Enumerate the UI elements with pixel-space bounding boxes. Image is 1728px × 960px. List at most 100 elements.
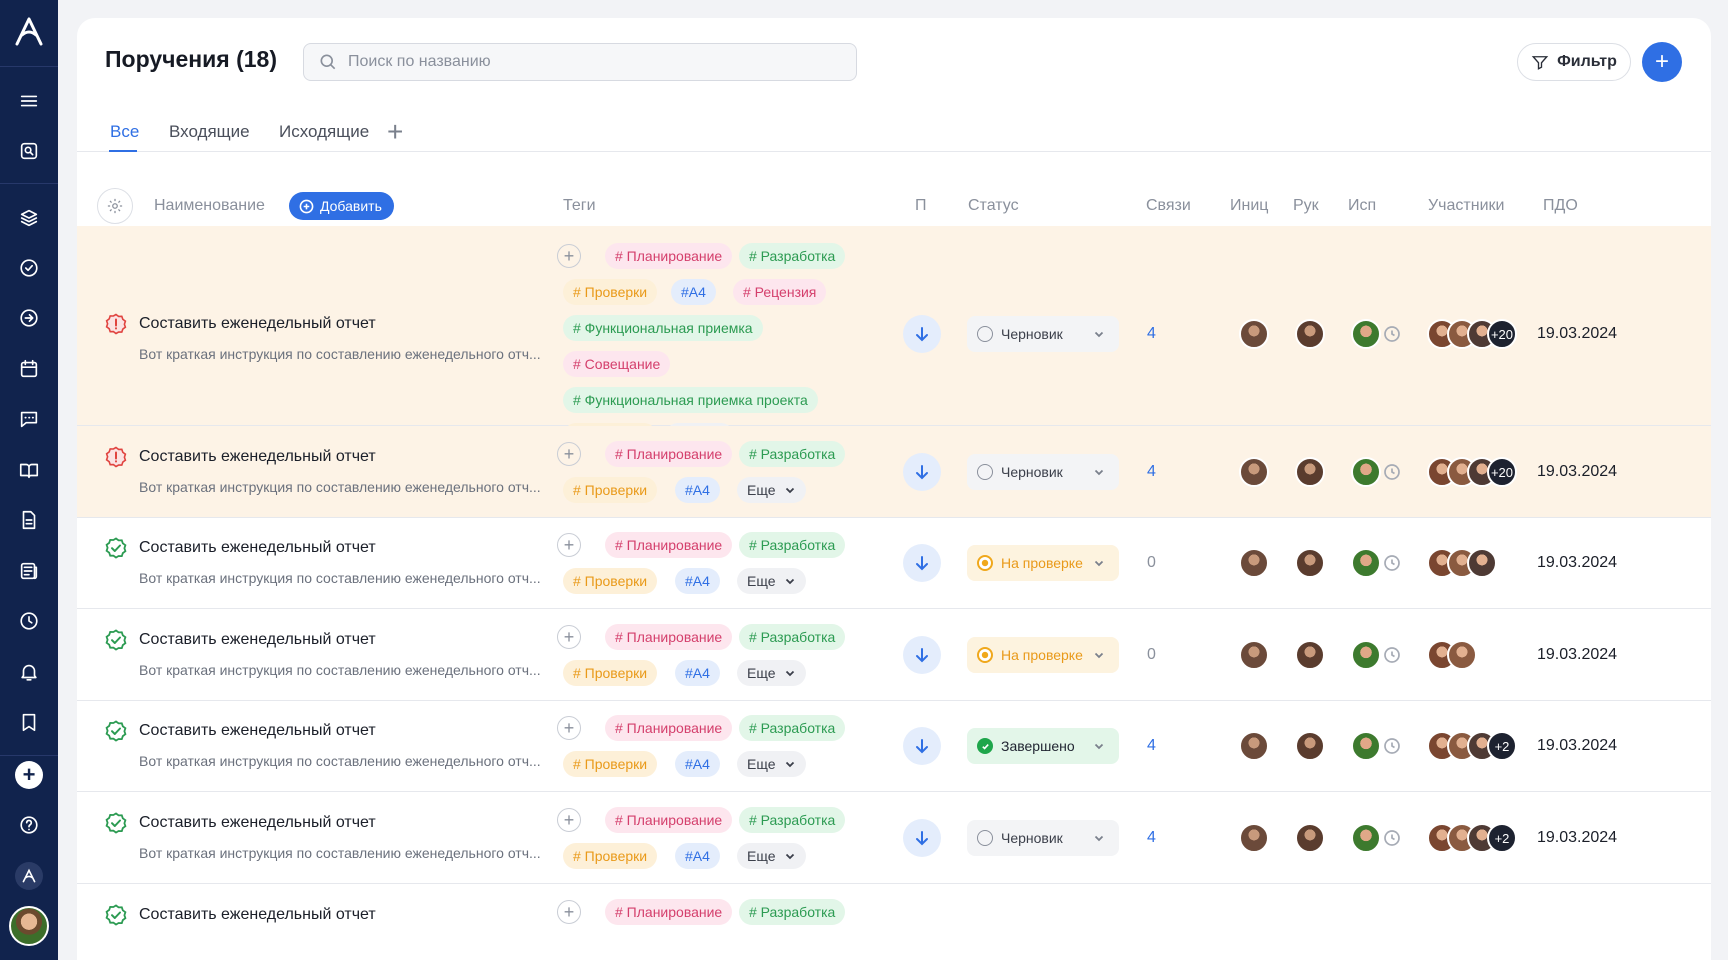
col-name[interactable]: Наименование (154, 197, 265, 214)
deadline-clock-icon[interactable] (1383, 554, 1401, 572)
tag-chip[interactable]: # Планирование (605, 807, 733, 833)
initiator-avatar[interactable] (1239, 548, 1269, 578)
col-head[interactable]: Рук (1293, 197, 1319, 214)
tags-expand-button[interactable]: Еще (737, 660, 806, 686)
tab-outgoing[interactable]: Исходящие (279, 122, 370, 141)
executor-avatar[interactable] (1351, 548, 1381, 578)
settings-gear-icon[interactable] (97, 188, 133, 224)
check-circle-icon[interactable] (9, 248, 49, 288)
tab-incoming[interactable]: Входящие (169, 122, 250, 141)
priority-low-icon[interactable] (903, 727, 941, 765)
participant-avatar[interactable] (1447, 640, 1477, 670)
tab-all[interactable]: Все (110, 122, 140, 141)
tag-chip[interactable]: #A4 (675, 477, 720, 503)
links-count[interactable]: 4 (1147, 737, 1156, 754)
add-tag-icon[interactable]: + (557, 625, 581, 649)
add-task-button[interactable]: + (1642, 42, 1682, 82)
mini-logo-icon[interactable] (15, 862, 43, 890)
task-title[interactable]: Составить еженедельный отчет (139, 315, 376, 332)
add-tag-icon[interactable]: + (557, 533, 581, 557)
tag-chip[interactable]: # Разработка (739, 899, 846, 925)
tag-chip[interactable]: # Разработка (739, 532, 846, 558)
tag-chip[interactable]: # Проверки (563, 568, 658, 594)
col-executor[interactable]: Исп (1348, 197, 1377, 214)
col-initiator[interactable]: Иниц (1230, 197, 1269, 214)
tag-chip[interactable]: # Проверки (563, 660, 658, 686)
col-links[interactable]: Связи (1146, 197, 1191, 214)
tag-chip[interactable]: # Функциональная приемка (563, 315, 763, 341)
user-avatar[interactable] (9, 906, 49, 946)
executor-avatar[interactable] (1351, 731, 1381, 761)
head-avatar[interactable] (1295, 319, 1325, 349)
bell-icon[interactable] (9, 652, 49, 692)
col-due-date[interactable]: ПДО (1543, 197, 1578, 214)
arrow-circle-icon[interactable] (9, 298, 49, 338)
table-row[interactable]: Составить еженедельный отчет Вот краткая … (77, 226, 1711, 449)
news-icon[interactable] (9, 551, 49, 591)
task-title[interactable]: Составить еженедельный отчет (139, 539, 376, 556)
priority-low-icon[interactable] (903, 315, 941, 353)
table-row[interactable]: Составить еженедельный отчет Вот краткая … (77, 426, 1711, 518)
tag-chip[interactable]: # Разработка (739, 624, 846, 650)
tag-chip[interactable]: #A4 (675, 843, 720, 869)
tag-chip[interactable]: # Проверки (563, 477, 658, 503)
initiator-avatar[interactable] (1239, 457, 1269, 487)
deadline-clock-icon[interactable] (1383, 829, 1401, 847)
participant-avatar[interactable] (1467, 548, 1497, 578)
status-select[interactable]: На проверке (967, 545, 1119, 581)
deadline-clock-icon[interactable] (1383, 646, 1401, 664)
help-icon[interactable] (9, 805, 49, 845)
links-count[interactable]: 4 (1147, 829, 1156, 846)
participants-more-badge[interactable]: +2 (1487, 823, 1517, 853)
participants-more-badge[interactable]: +2 (1487, 731, 1517, 761)
tag-chip[interactable]: #A4 (671, 279, 716, 305)
tag-chip[interactable]: #A4 (675, 568, 720, 594)
tag-chip[interactable]: # Рецензия (733, 279, 827, 305)
initiator-avatar[interactable] (1239, 731, 1269, 761)
priority-low-icon[interactable] (903, 819, 941, 857)
tag-chip[interactable]: # Разработка (739, 441, 846, 467)
document-icon[interactable] (9, 500, 49, 540)
task-title[interactable]: Составить еженедельный отчет (139, 631, 376, 648)
tag-chip[interactable]: #A4 (675, 660, 720, 686)
status-select[interactable]: Черновик (967, 820, 1119, 856)
executor-avatar[interactable] (1351, 640, 1381, 670)
tag-chip[interactable]: # Разработка (739, 715, 846, 741)
head-avatar[interactable] (1295, 548, 1325, 578)
initiator-avatar[interactable] (1239, 640, 1269, 670)
deadline-clock-icon[interactable] (1383, 325, 1401, 343)
tag-chip[interactable]: # Проверки (563, 843, 658, 869)
add-icon[interactable]: + (15, 761, 43, 789)
head-avatar[interactable] (1295, 457, 1325, 487)
links-count[interactable]: 0 (1147, 646, 1156, 663)
executor-avatar[interactable] (1351, 457, 1381, 487)
priority-low-icon[interactable] (903, 453, 941, 491)
add-tab-icon[interactable]: + (387, 116, 404, 147)
table-row[interactable]: Составить еженедельный отчет Вот краткая … (77, 792, 1711, 884)
add-tag-icon[interactable]: + (557, 808, 581, 832)
book-icon[interactable] (9, 450, 49, 490)
chat-icon[interactable] (9, 399, 49, 439)
tag-chip[interactable]: # Планирование (605, 243, 733, 269)
tag-chip[interactable]: # Планирование (605, 899, 733, 925)
search-input[interactable] (348, 53, 828, 71)
task-title[interactable]: Составить еженедельный отчет (139, 722, 376, 739)
add-tag-icon[interactable]: + (557, 442, 581, 466)
filter-button[interactable]: Фильтр (1517, 43, 1631, 81)
table-row[interactable]: Составить еженедельный отчет Вот краткая … (77, 701, 1711, 792)
priority-low-icon[interactable] (903, 544, 941, 582)
add-tag-icon[interactable]: + (557, 900, 581, 924)
tag-chip[interactable]: # Разработка (739, 243, 846, 269)
links-count[interactable]: 4 (1147, 463, 1156, 480)
executor-avatar[interactable] (1351, 823, 1381, 853)
logo-icon[interactable] (12, 14, 46, 48)
status-select[interactable]: Черновик (967, 454, 1119, 490)
calendar-icon[interactable] (9, 349, 49, 389)
tag-chip[interactable]: # Планирование (605, 532, 733, 558)
participants-more-badge[interactable]: +20 (1487, 457, 1517, 487)
table-row[interactable]: Составить еженедельный отчет Вот краткая … (77, 518, 1711, 609)
col-status[interactable]: Статус (968, 197, 1019, 214)
clock-icon[interactable] (9, 601, 49, 641)
table-row[interactable]: Составить еженедельный отчет + # Планирова… (77, 884, 1711, 960)
menu-icon[interactable] (9, 81, 49, 121)
